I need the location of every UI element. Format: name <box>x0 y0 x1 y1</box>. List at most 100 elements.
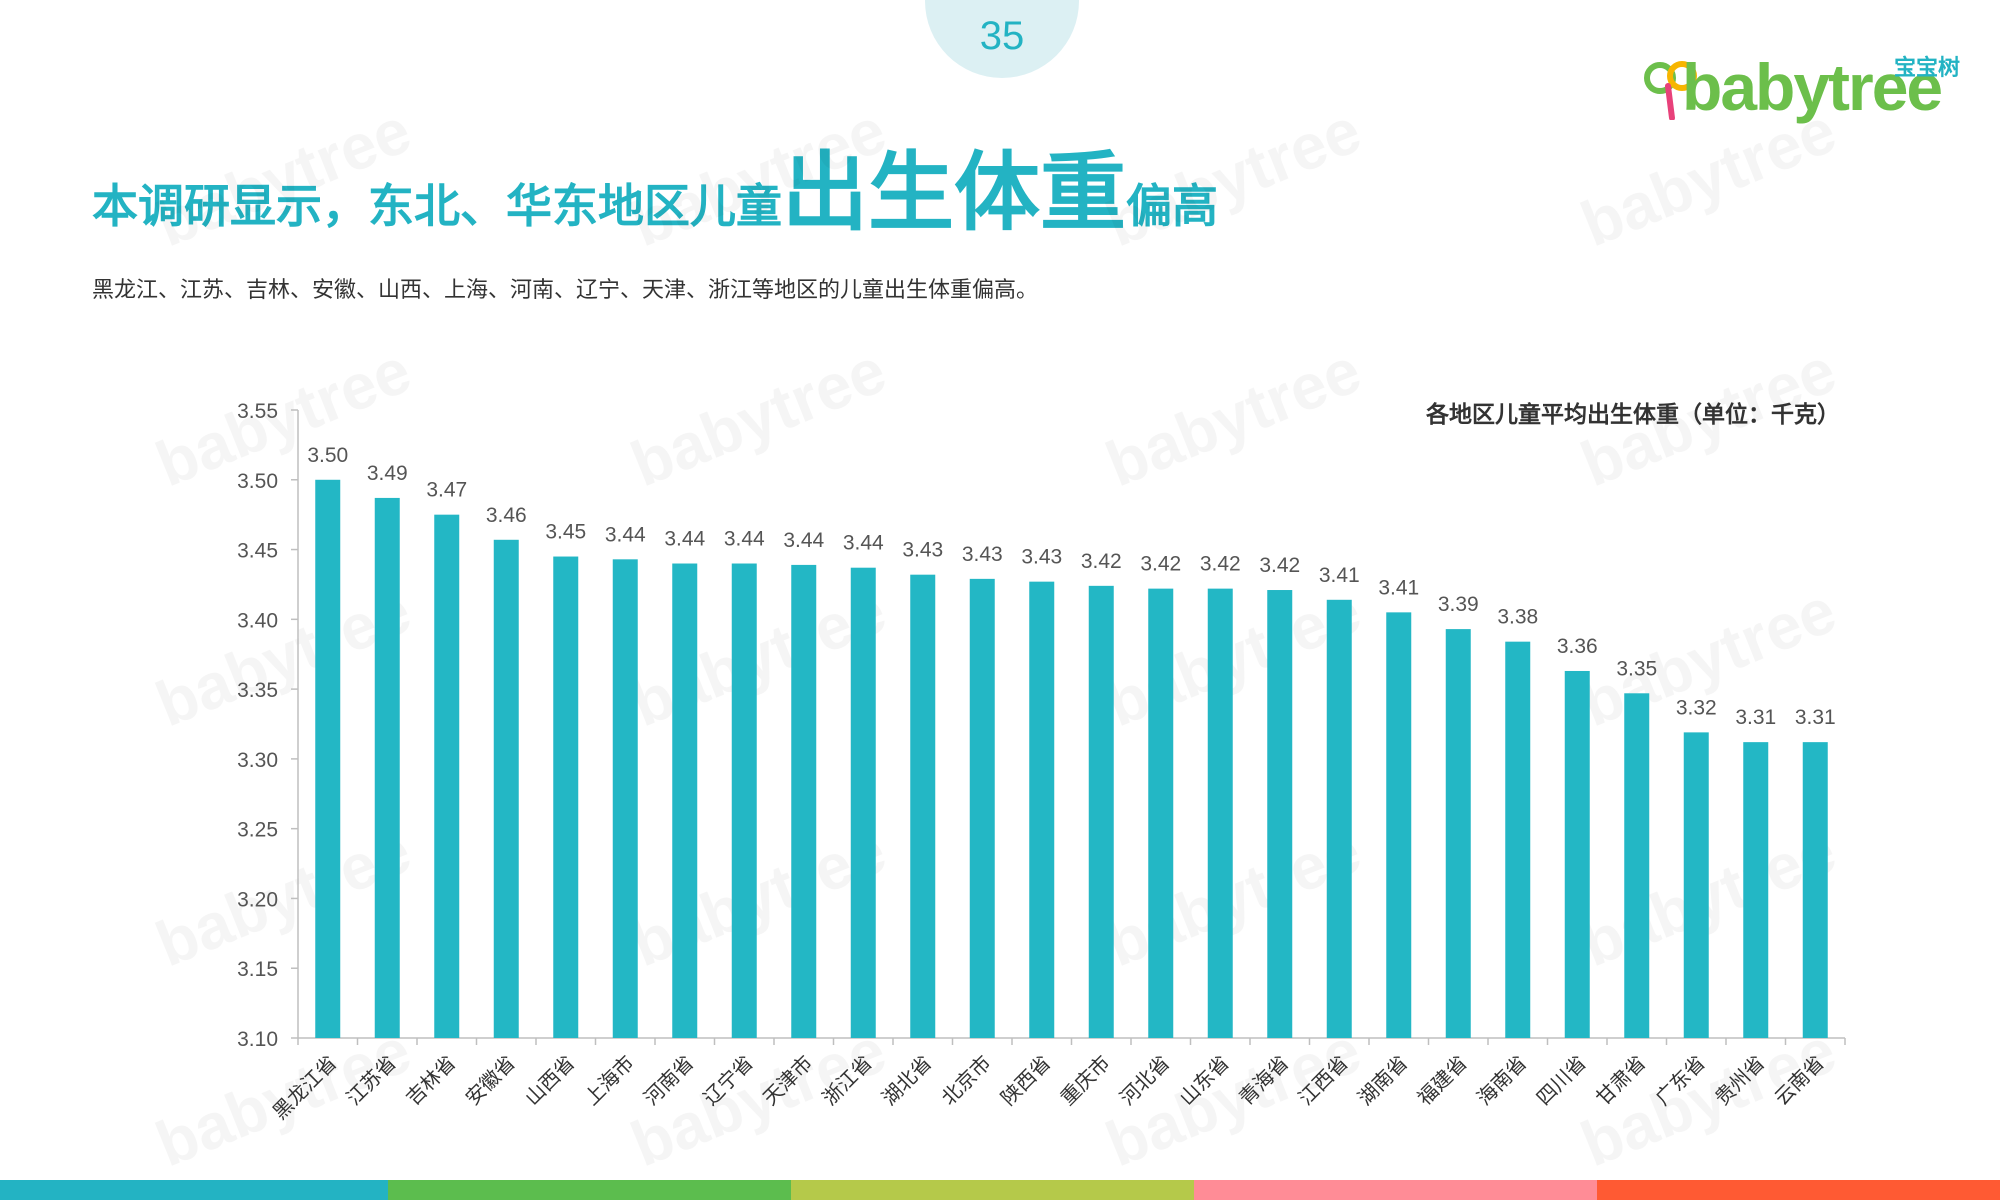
bar <box>1029 581 1055 1038</box>
bar <box>493 539 519 1038</box>
bar-value-label: 3.43 <box>902 539 943 562</box>
bar-value-label: 3.42 <box>1081 550 1122 573</box>
bar <box>672 563 698 1038</box>
y-tick-label: 3.15 <box>237 958 278 981</box>
bar <box>315 479 341 1038</box>
bar <box>1386 612 1412 1038</box>
bar-value-label: 3.43 <box>1021 546 1062 569</box>
bar <box>850 567 876 1038</box>
x-category-label: 山东省 <box>1174 1051 1233 1110</box>
bar <box>791 564 817 1038</box>
x-category-label: 四川省 <box>1531 1051 1590 1110</box>
x-category-label: 吉林省 <box>401 1051 460 1110</box>
bar-value-label: 3.36 <box>1557 635 1598 658</box>
x-category-label: 浙江省 <box>817 1051 876 1110</box>
x-category-label: 陕西省 <box>996 1051 1055 1110</box>
logo-wordmark: babytree <box>1682 50 1943 124</box>
y-tick-label: 3.55 <box>237 400 278 423</box>
bar-value-label: 3.49 <box>367 462 408 485</box>
x-category-label: 云南省 <box>1769 1051 1828 1110</box>
x-category-label: 山西省 <box>520 1051 579 1110</box>
bar <box>1624 693 1650 1038</box>
footer-color-segment <box>388 1180 791 1200</box>
y-tick-label: 3.25 <box>237 819 278 842</box>
y-tick-label: 3.20 <box>237 888 278 911</box>
bar <box>1207 588 1233 1038</box>
bar-value-label: 3.43 <box>962 543 1003 566</box>
x-category-label: 甘肃省 <box>1591 1051 1650 1110</box>
x-category-label: 上海市 <box>579 1051 638 1110</box>
x-category-label: 湖北省 <box>877 1051 936 1110</box>
bar-value-label: 3.46 <box>486 504 527 527</box>
bar <box>612 559 638 1038</box>
bar <box>374 497 400 1038</box>
x-category-label: 天津市 <box>758 1051 817 1110</box>
x-category-label: 河南省 <box>639 1051 698 1110</box>
bar <box>1743 742 1769 1038</box>
bar <box>1088 585 1114 1038</box>
x-category-label: 河北省 <box>1115 1051 1174 1110</box>
x-category-label: 江苏省 <box>341 1051 400 1110</box>
y-tick-label: 3.35 <box>237 679 278 702</box>
bar <box>1326 599 1352 1038</box>
bar-value-label: 3.44 <box>843 532 884 555</box>
bar <box>1564 670 1590 1038</box>
x-category-label: 安徽省 <box>460 1051 519 1110</box>
bar-value-label: 3.44 <box>605 523 646 546</box>
footer-color-segment <box>1597 1180 2000 1200</box>
bar-value-label: 3.47 <box>426 479 467 502</box>
footer-color-bar <box>0 1180 2000 1200</box>
bar-value-label: 3.32 <box>1676 696 1717 719</box>
page-subtitle: 黑龙江、江苏、吉林、安徽、山西、上海、河南、辽宁、天津、浙江等地区的儿童出生体重… <box>92 278 1039 303</box>
x-category-label: 北京市 <box>936 1051 995 1110</box>
x-category-label: 贵州省 <box>1710 1051 1769 1110</box>
bar-value-label: 3.42 <box>1140 553 1181 576</box>
babytree-logo: babytree 宝宝树 <box>1640 46 1960 126</box>
bar-value-label: 3.31 <box>1795 706 1836 729</box>
y-tick-label: 3.10 <box>237 1028 278 1051</box>
x-category-label: 福建省 <box>1412 1051 1471 1110</box>
page-number: 35 <box>979 14 1025 58</box>
footer-color-segment <box>0 1180 388 1200</box>
bar <box>910 574 936 1038</box>
y-tick-label: 3.30 <box>237 749 278 772</box>
y-tick-label: 3.50 <box>237 470 278 493</box>
bar <box>434 514 460 1038</box>
bar-value-label: 3.31 <box>1735 706 1776 729</box>
bar-value-label: 3.41 <box>1319 564 1360 587</box>
x-category-label: 湖南省 <box>1353 1051 1412 1110</box>
x-category-label: 青海省 <box>1234 1051 1293 1110</box>
bar <box>1683 732 1709 1038</box>
x-category-label: 广东省 <box>1650 1051 1709 1110</box>
bar-value-label: 3.44 <box>724 528 765 551</box>
bar-value-label: 3.39 <box>1438 593 1479 616</box>
title-part-3: 偏高 <box>1126 179 1218 233</box>
bar <box>1802 742 1828 1038</box>
chart-title: 各地区儿童平均出生体重（单位：千克） <box>1425 401 1840 428</box>
page-title: 本调研显示，东北、华东地区儿童出生体重偏高 <box>92 150 1218 236</box>
bar-value-label: 3.38 <box>1497 606 1538 629</box>
bar-value-label: 3.45 <box>545 521 586 544</box>
footer-color-segment <box>1194 1180 1597 1200</box>
x-category-label: 辽宁省 <box>698 1051 757 1110</box>
tree-logo-icon <box>1644 61 1697 120</box>
bar <box>1148 588 1174 1038</box>
bar-value-label: 3.41 <box>1378 576 1419 599</box>
bar-value-label: 3.35 <box>1616 657 1657 680</box>
chart-bars: 3.50 黑龙江省 3.49 江苏省 3.47 吉林省 3.46 安徽省 3.45 山西省 3.44… <box>268 444 1836 1124</box>
x-category-label: 重庆市 <box>1055 1051 1114 1110</box>
bar <box>1267 590 1293 1038</box>
logo-chinese: 宝宝树 <box>1893 56 1960 81</box>
bar-value-label: 3.50 <box>307 444 348 467</box>
bar-value-label: 3.44 <box>783 529 824 552</box>
bar <box>1505 641 1531 1038</box>
bar <box>731 563 757 1038</box>
bar-value-label: 3.44 <box>664 528 705 551</box>
y-tick-label: 3.40 <box>237 609 278 632</box>
bar-value-label: 3.42 <box>1259 554 1300 577</box>
bar <box>553 556 579 1038</box>
bar <box>969 578 995 1038</box>
x-category-label: 江西省 <box>1293 1051 1352 1110</box>
x-category-label: 黑龙江省 <box>268 1051 342 1125</box>
